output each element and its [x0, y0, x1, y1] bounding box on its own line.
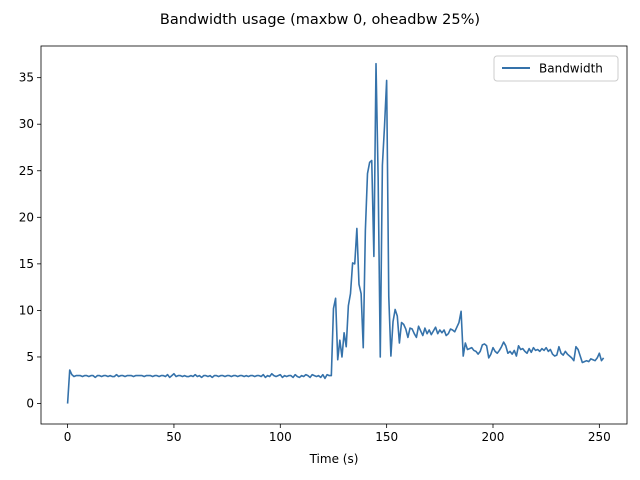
- y-tick-label: 30: [19, 117, 34, 131]
- axes-frame: [40, 45, 628, 425]
- legend-label-bandwidth: Bandwidth: [539, 62, 603, 76]
- plot-area: [41, 46, 627, 424]
- x-axis-label: Time (s): [309, 452, 359, 466]
- series-layer: [66, 62, 605, 404]
- chart-title: Bandwidth usage (maxbw 0, oheadbw 25%): [160, 12, 480, 28]
- x-tick-label: 150: [375, 430, 398, 444]
- y-tick-label: 20: [19, 210, 34, 224]
- y-tick-label: 0: [26, 397, 34, 411]
- y-tick-label: 10: [19, 303, 34, 317]
- y-tick-label: 35: [19, 71, 34, 85]
- y-tick-label: 5: [26, 350, 34, 364]
- legend-box: [493, 55, 619, 82]
- legend: Bandwidth: [493, 55, 619, 82]
- x-tick-label: 200: [482, 430, 505, 444]
- x-axis-ticks: 0 50 100 150 200 250: [64, 424, 611, 444]
- y-tick-label: 25: [19, 164, 34, 178]
- y-tick-label: 15: [19, 257, 34, 271]
- y-axis-ticks: 0 5 10 15 20 25 30 35: [19, 71, 41, 411]
- x-tick-label: 50: [166, 430, 181, 444]
- x-tick-label: 0: [64, 430, 72, 444]
- x-tick-label: 250: [588, 430, 611, 444]
- x-tick-label: 100: [269, 430, 292, 444]
